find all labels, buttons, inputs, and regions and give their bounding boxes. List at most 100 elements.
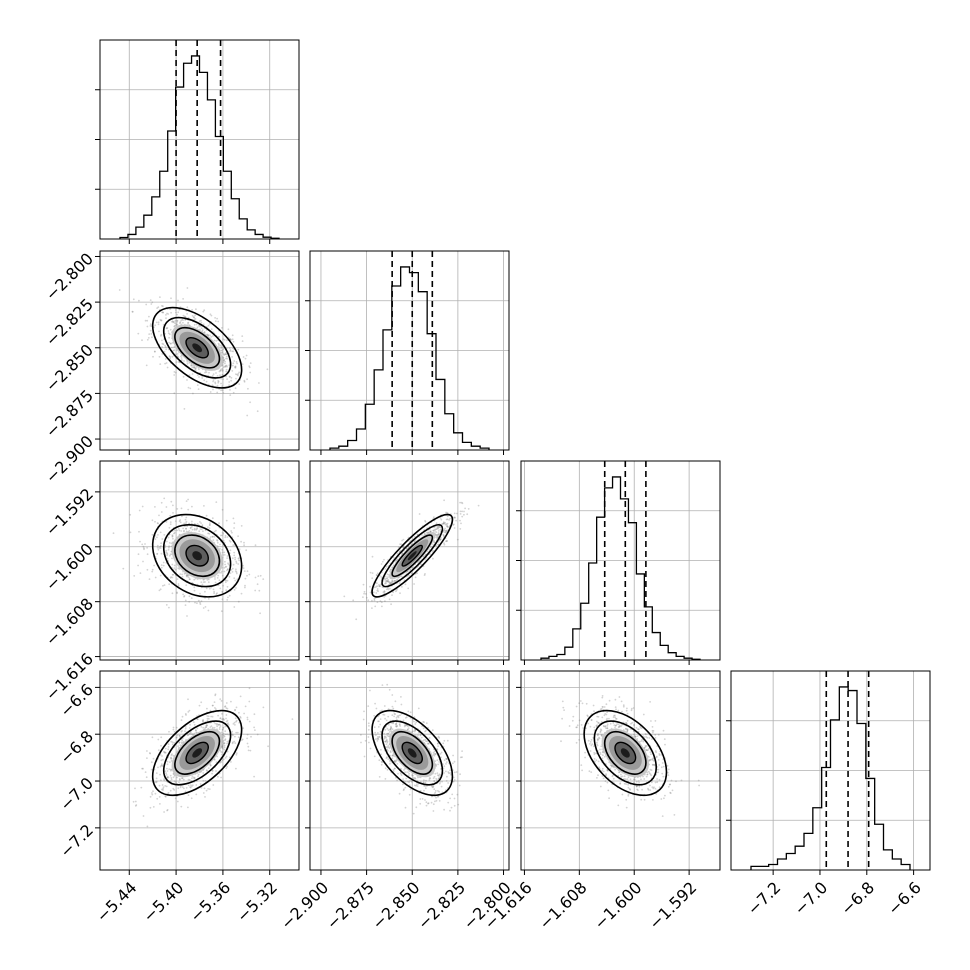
sample-point (439, 528, 442, 531)
sample-point (195, 784, 198, 786)
sample-point (397, 714, 400, 717)
sample-point (427, 742, 430, 745)
sample-point (221, 531, 224, 534)
sample-point (157, 306, 160, 309)
sample-point (166, 554, 168, 557)
sample-point (461, 756, 463, 759)
sample-point (611, 775, 614, 778)
sample-point (164, 358, 167, 360)
sample-point (247, 749, 250, 752)
sample-point (384, 577, 386, 580)
sample-point (218, 723, 221, 726)
sample-point (453, 804, 456, 807)
sample-point (205, 371, 208, 374)
sample-point (184, 726, 187, 728)
sample-point (189, 733, 191, 735)
sample-point (208, 527, 211, 530)
sample-point (249, 749, 252, 752)
sample-point (160, 542, 163, 545)
sample-point (391, 714, 394, 717)
sample-point (438, 790, 440, 793)
sample-point (436, 742, 439, 745)
sample-point (169, 553, 172, 556)
sample-point (220, 368, 222, 371)
sample-point (384, 735, 387, 738)
sample-point (222, 747, 224, 750)
sample-point (369, 747, 372, 750)
sample-point (568, 725, 571, 727)
panel-frame (309, 670, 510, 871)
sample-point (656, 781, 659, 784)
sample-point (174, 568, 177, 571)
sample-point (241, 340, 244, 342)
sample-point (205, 380, 208, 383)
sample-point (153, 350, 156, 353)
sample-point (129, 531, 132, 534)
sample-point (381, 709, 383, 712)
sample-point (376, 738, 379, 740)
sample-point (139, 572, 142, 574)
sample-point (406, 725, 409, 728)
sample-point (439, 538, 441, 541)
sample-point (169, 521, 172, 523)
sample-point (220, 753, 223, 756)
sample-point (186, 575, 189, 578)
sample-point (422, 781, 425, 784)
sample-point (181, 739, 184, 742)
sample-point (201, 329, 204, 331)
sample-point (184, 518, 187, 521)
sample-point (215, 372, 217, 374)
sample-point (374, 731, 377, 734)
sample-point (441, 780, 443, 783)
sample-point (226, 585, 229, 588)
sample-point (215, 340, 218, 342)
sample-point (228, 539, 231, 542)
sample-point (164, 344, 167, 347)
sample-point (226, 339, 228, 342)
sample-point (403, 549, 406, 552)
sample-point (188, 374, 191, 377)
sample-point (205, 789, 208, 792)
sample-point (186, 734, 189, 737)
sample-point (176, 591, 178, 594)
sample-point (229, 394, 232, 396)
sample-point (413, 583, 415, 585)
sample-point (436, 525, 438, 528)
sample-point (244, 705, 247, 708)
sample-point (395, 579, 398, 581)
sample-point (171, 320, 173, 323)
sample-point (231, 338, 234, 341)
sample-point (175, 781, 177, 783)
sample-point (185, 714, 187, 716)
sample-point (443, 529, 446, 531)
sample-point (187, 386, 190, 389)
sample-point (445, 540, 447, 543)
sample-point (148, 333, 151, 335)
sample-point (592, 704, 595, 707)
sample-point (220, 610, 223, 613)
sample-point (220, 345, 223, 348)
sample-point (208, 371, 210, 374)
sample-point (148, 752, 151, 754)
sample-point (408, 781, 410, 784)
sample-point (229, 389, 231, 391)
sample-point (166, 327, 168, 330)
sample-point (428, 779, 431, 781)
sample-point (461, 515, 464, 518)
sample-point (202, 607, 205, 609)
sample-point (446, 525, 448, 527)
sample-point (193, 366, 196, 369)
sample-point (148, 315, 150, 318)
density-contour (174, 730, 221, 775)
sample-point (171, 573, 174, 576)
sample-point (395, 725, 398, 727)
sample-point (137, 332, 140, 335)
sample-point (391, 694, 394, 696)
sample-point (369, 689, 371, 692)
sample-point (193, 316, 196, 319)
sample-point (221, 534, 224, 537)
sample-point (375, 586, 377, 588)
sample-point (221, 508, 224, 511)
sample-point (166, 809, 169, 812)
sample-point (185, 516, 188, 519)
